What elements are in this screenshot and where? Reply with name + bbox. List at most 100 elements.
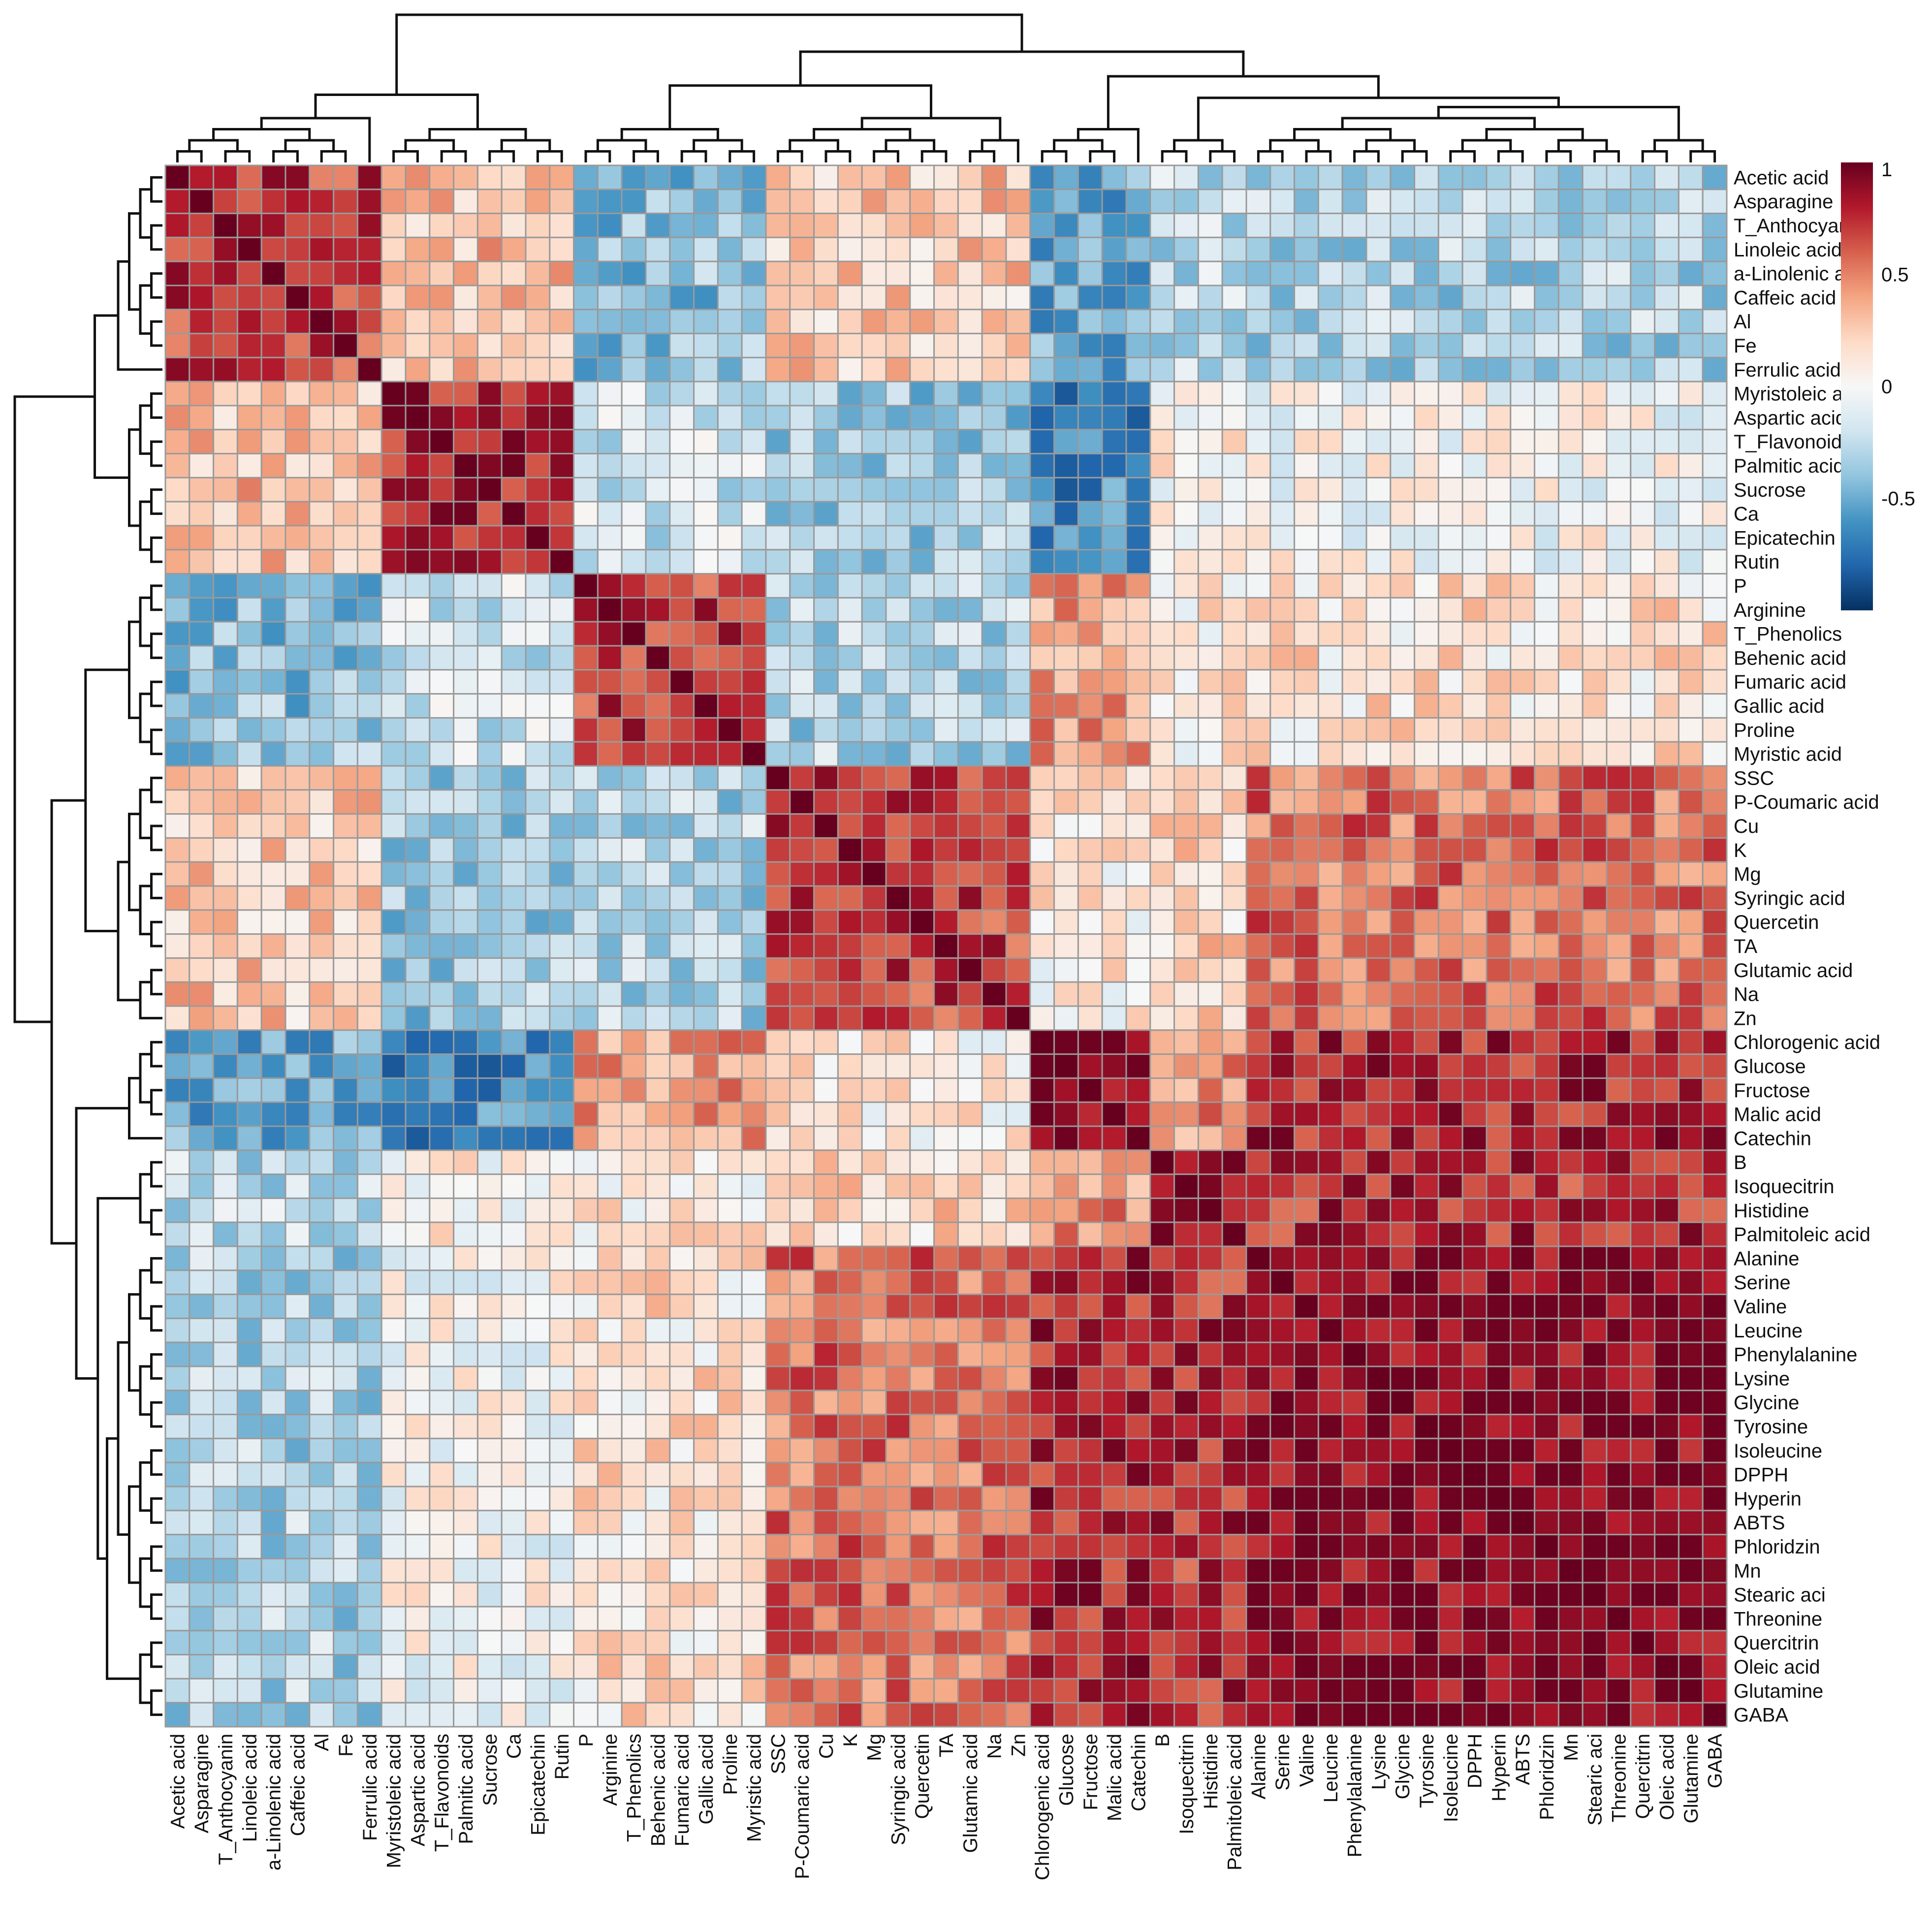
- heatmap-cell: [717, 1317, 743, 1343]
- heatmap-cell: [501, 333, 527, 358]
- heatmap-cell: [453, 189, 478, 215]
- dendrogram-branch: [150, 728, 162, 756]
- heatmap-cell: [717, 1269, 743, 1296]
- heatmap-cell: [1005, 573, 1031, 599]
- heatmap-cell: [1149, 1437, 1175, 1463]
- heatmap-cell: [1365, 164, 1392, 190]
- heatmap-cell: [285, 453, 311, 478]
- heatmap-cell: [573, 1678, 599, 1704]
- heatmap-cell: [285, 1390, 311, 1416]
- heatmap-cell: [573, 1654, 599, 1679]
- heatmap-cell: [1437, 573, 1463, 599]
- heatmap-cell: [837, 1341, 863, 1367]
- heatmap-cell: [861, 933, 887, 959]
- heatmap-cell: [1678, 1437, 1704, 1463]
- heatmap-cell: [1486, 453, 1512, 478]
- heatmap-cell: [476, 164, 503, 190]
- heatmap-cell: [1461, 1390, 1488, 1416]
- heatmap-cell: [189, 1678, 215, 1704]
- heatmap-cell: [597, 1101, 623, 1127]
- heatmap-cell: [933, 789, 959, 815]
- heatmap-cell: [1390, 1557, 1416, 1584]
- heatmap-cell: [765, 1534, 791, 1559]
- heatmap-cell: [669, 1606, 695, 1632]
- heatmap-cell: [525, 573, 551, 599]
- dendrogram-branch: [128, 212, 140, 311]
- heatmap-cell: [1678, 1125, 1704, 1151]
- heatmap-cell: [1510, 1582, 1536, 1608]
- dendrogram-branch: [1401, 150, 1428, 162]
- heatmap-cell: [813, 1702, 839, 1728]
- heatmap-cell: [789, 405, 815, 431]
- heatmap-cell: [1101, 981, 1127, 1007]
- heatmap-cell: [1005, 669, 1031, 695]
- column-label: Asparagine: [191, 1734, 213, 1833]
- heatmap-cell: [1197, 333, 1223, 358]
- heatmap-cell: [309, 1221, 335, 1247]
- heatmap-cell: [573, 1510, 599, 1536]
- heatmap-cell: [1294, 885, 1319, 911]
- heatmap-cell: [260, 669, 286, 695]
- heatmap-cell: [837, 597, 863, 623]
- heatmap-cell: [1125, 1582, 1151, 1608]
- heatmap-cell: [1149, 453, 1175, 478]
- heatmap-cell: [573, 1245, 599, 1271]
- heatmap-cell: [1461, 861, 1488, 887]
- heatmap-cell: [1341, 1101, 1367, 1127]
- heatmap-cell: [1414, 861, 1439, 887]
- heatmap-cell: [309, 356, 335, 382]
- heatmap-cell: [1534, 476, 1559, 503]
- heatmap-cell: [789, 1005, 815, 1031]
- heatmap-cell: [837, 453, 863, 478]
- dendrogram-branch: [584, 150, 611, 162]
- heatmap-cell: [1606, 813, 1632, 839]
- heatmap-cell: [260, 693, 286, 719]
- heatmap-cell: [164, 1654, 190, 1679]
- heatmap-cell: [1510, 885, 1536, 911]
- heatmap-cell: [981, 501, 1007, 527]
- heatmap-cell: [549, 1005, 575, 1031]
- heatmap-cell: [1654, 189, 1679, 215]
- heatmap-cell: [789, 1197, 815, 1223]
- heatmap-cell: [476, 1437, 503, 1463]
- heatmap-cell: [1557, 1365, 1584, 1392]
- heatmap-cell: [1365, 1221, 1392, 1247]
- heatmap-cell: [1317, 645, 1343, 671]
- heatmap-cell: [476, 1341, 503, 1367]
- heatmap-cell: [1486, 380, 1512, 407]
- heatmap-cell: [1125, 981, 1151, 1007]
- heatmap-cell: [501, 1149, 527, 1175]
- heatmap-cell: [1269, 885, 1296, 911]
- heatmap-cell: [957, 597, 983, 623]
- heatmap-cell: [933, 333, 959, 358]
- heatmap-cell: [1221, 957, 1247, 983]
- heatmap-cell: [1486, 1101, 1512, 1127]
- heatmap-cell: [693, 1125, 719, 1151]
- heatmap-cell: [429, 1557, 455, 1584]
- heatmap-cell: [789, 1437, 815, 1463]
- heatmap-cell: [1654, 501, 1679, 527]
- heatmap-cell: [1534, 1390, 1559, 1416]
- heatmap-cell: [1005, 1534, 1031, 1559]
- heatmap-cell: [1173, 669, 1199, 695]
- heatmap-cell: [669, 1149, 695, 1175]
- heatmap-cell: [765, 1582, 791, 1608]
- heatmap-cell: [309, 1125, 335, 1151]
- heatmap-cell: [1582, 236, 1608, 262]
- heatmap-cell: [1077, 1294, 1103, 1319]
- dendrogram-branch: [139, 885, 152, 936]
- heatmap-cell: [429, 260, 455, 286]
- heatmap-cell: [1341, 645, 1367, 671]
- heatmap-cell: [164, 164, 190, 190]
- heatmap-cell: [1486, 573, 1512, 599]
- heatmap-cell: [573, 909, 599, 935]
- heatmap-cell: [981, 1630, 1007, 1656]
- heatmap-cell: [1582, 981, 1608, 1007]
- heatmap-cell: [957, 1510, 983, 1536]
- heatmap-cell: [1294, 501, 1319, 527]
- heatmap-cell: [1005, 236, 1031, 262]
- heatmap-cell: [765, 333, 791, 358]
- heatmap-cell: [1149, 1582, 1175, 1608]
- heatmap-cell: [1414, 1269, 1439, 1296]
